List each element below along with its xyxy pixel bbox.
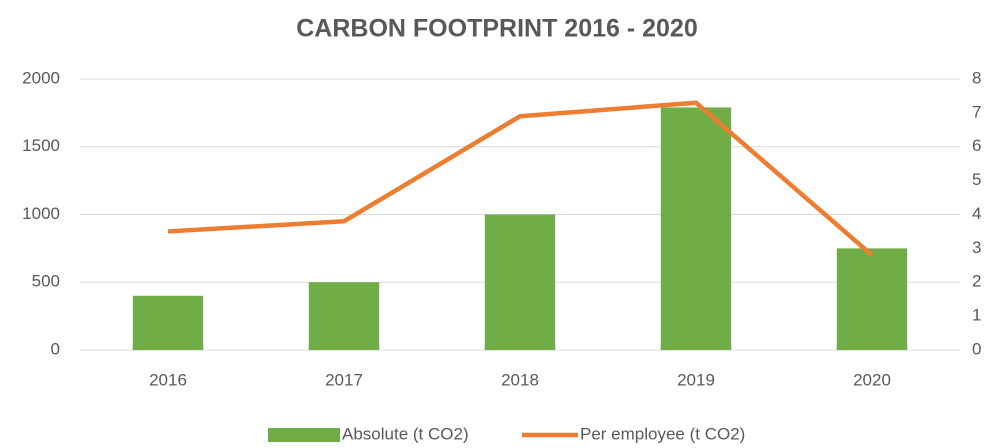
legend-label: Per employee (t CO2) <box>580 424 745 443</box>
y2-tick-label: 2 <box>972 272 981 291</box>
y2-tick-label: 8 <box>972 68 981 87</box>
x-tick-label: 2019 <box>677 370 715 389</box>
y2-tick-label: 5 <box>972 170 981 189</box>
bar <box>836 248 908 350</box>
y2-tick-label: 3 <box>972 238 981 257</box>
legend-swatch <box>268 428 340 442</box>
y2-tick-label: 0 <box>972 339 981 358</box>
x-tick-label: 2020 <box>853 370 891 389</box>
legend-label: Absolute (t CO2) <box>342 424 469 443</box>
y-tick-label: 1000 <box>22 204 60 223</box>
bar <box>660 107 732 350</box>
y-tick-label: 2000 <box>22 68 60 87</box>
y2-tick-label: 7 <box>972 102 981 121</box>
x-tick-label: 2016 <box>149 370 187 389</box>
y2-tick-label: 6 <box>972 136 981 155</box>
bar <box>308 282 380 350</box>
y-tick-label: 500 <box>32 272 60 291</box>
x-tick-label: 2018 <box>501 370 539 389</box>
bar <box>132 295 204 350</box>
y-tick-label: 0 <box>51 339 60 358</box>
y2-tick-label: 4 <box>972 204 981 223</box>
y2-tick-label: 1 <box>972 306 981 325</box>
chart-title: CARBON FOOTPRINT 2016 - 2020 <box>296 15 698 43</box>
y-tick-label: 1500 <box>22 136 60 155</box>
bar <box>484 214 556 350</box>
line <box>167 100 874 257</box>
x-tick-label: 2017 <box>325 370 363 389</box>
